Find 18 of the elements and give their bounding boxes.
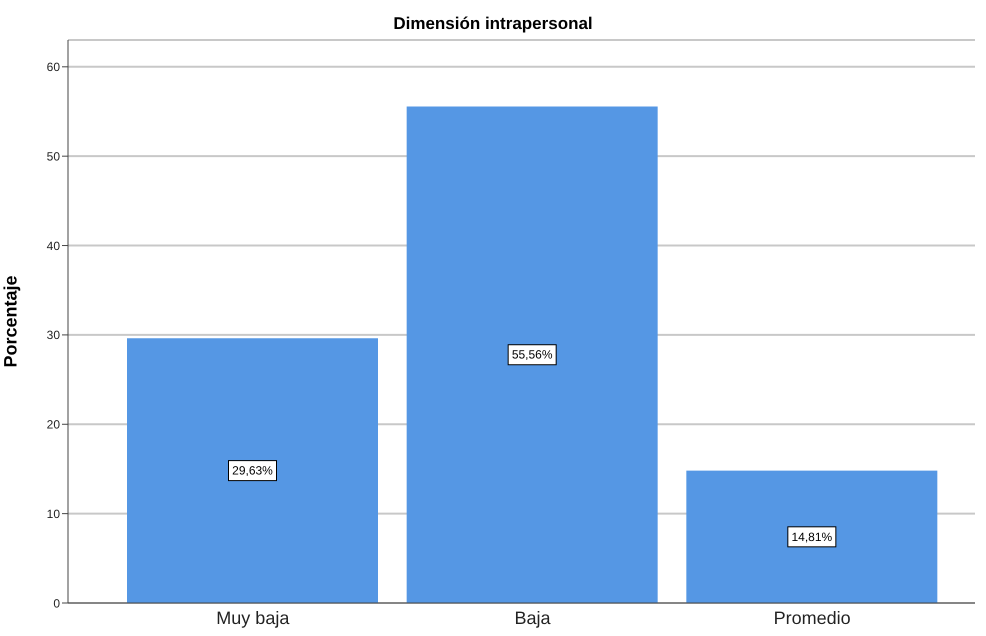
data-label: 29,63%: [232, 464, 274, 478]
y-tick-label: 40: [46, 238, 60, 253]
bar: [686, 470, 938, 603]
y-tick-label: 50: [46, 149, 60, 164]
y-tick-label: 60: [46, 60, 60, 74]
y-axis-title: Porcentaje: [0, 275, 20, 368]
y-tick-label: 10: [46, 506, 60, 521]
y-tick-label: 30: [46, 328, 60, 342]
y-tick-label: 0: [53, 596, 60, 610]
x-tick-label: Baja: [514, 608, 552, 628]
y-tick-label: 20: [46, 418, 60, 432]
data-label: 55,56%: [512, 348, 553, 362]
bar: [406, 106, 658, 603]
chart-title: Dimensión intrapersonal: [392, 14, 594, 34]
bar: [127, 338, 378, 603]
data-label: 14,81%: [791, 530, 833, 544]
x-tick-label: Muy baja: [216, 608, 290, 628]
x-tick-label: Promedio: [774, 608, 851, 628]
